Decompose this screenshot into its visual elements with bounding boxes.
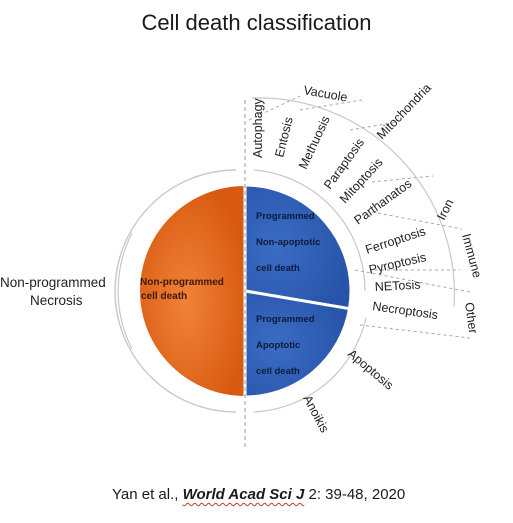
half-label-line-2: cell death	[141, 291, 187, 302]
group-label-immune: Immune	[459, 232, 484, 279]
left-label-line-2: Necrosis	[30, 293, 83, 308]
non-apoptotic-line-2: Non-apoptotic	[256, 237, 320, 248]
left-inner-arc	[117, 232, 133, 350]
non-apoptotic-line-3: cell death	[256, 263, 300, 274]
label-methuosis: Methuosis	[296, 114, 333, 172]
left-outer-arc	[114, 169, 237, 413]
right-inner-arc	[253, 169, 366, 292]
non-programmed-half	[138, 183, 246, 399]
citation-journal: World Acad Sci J	[182, 486, 305, 503]
citation-details: 2: 39-48, 2020	[304, 486, 406, 503]
group-label-other: Other	[462, 301, 480, 334]
label-autophagy: Autophagy	[251, 97, 265, 158]
radial-spokes	[248, 95, 471, 339]
outer-group-arc	[251, 97, 456, 308]
group-label-vacuole: Vacuole	[302, 83, 348, 104]
apoptotic-line-3: cell death	[256, 366, 300, 377]
apoptotic-line-1: Programmed	[256, 314, 315, 325]
citation-authors: Yan et al.,	[112, 486, 183, 503]
right-apoptotic-arc	[253, 317, 367, 413]
left-label-line-1: Non-programmed	[0, 275, 106, 290]
group-label-iron: Iron	[434, 197, 456, 223]
label-necroptosis: Necroptosis	[372, 299, 439, 322]
label-apoptosis: Apoptosis	[345, 347, 396, 393]
half-label-line-1: Non-programmed	[140, 277, 224, 288]
apoptotic-segment	[243, 289, 352, 399]
label-netosis: NETosis	[374, 278, 421, 294]
citation: Yan et al., World Acad Sci J 2: 39-48, 2…	[112, 486, 405, 503]
label-entosis: Entosis	[272, 116, 296, 159]
apoptotic-line-2: Apoptotic	[256, 340, 300, 351]
non-apoptotic-line-1: Programmed	[256, 211, 315, 222]
label-anoikis: Anoikis	[300, 393, 331, 435]
page-title: Cell death classification	[141, 10, 372, 35]
label-pyroptosis: Pyroptosis	[368, 250, 428, 277]
non-apoptotic-segment	[243, 183, 353, 311]
group-label-mitochondria: Mitochondria	[374, 81, 434, 142]
